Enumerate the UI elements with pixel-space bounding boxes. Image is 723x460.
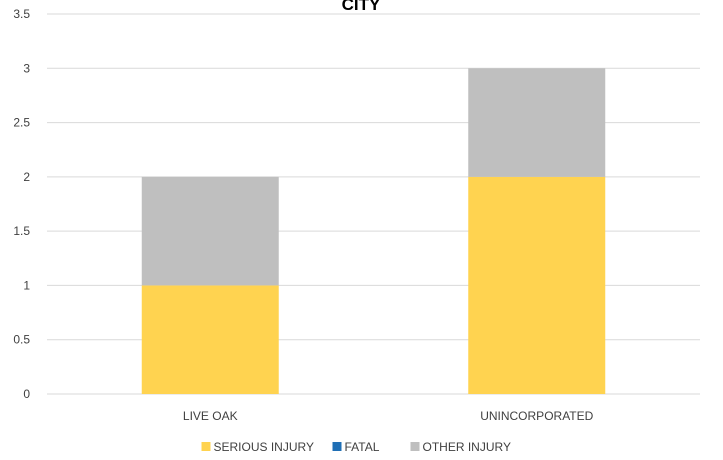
y-tick-label: 3 bbox=[23, 61, 30, 75]
legend-label: FATAL bbox=[345, 440, 380, 454]
y-tick-label: 0 bbox=[23, 387, 30, 401]
x-category-label: UNINCORPORATED bbox=[480, 409, 593, 423]
legend: SERIOUS INJURY FATAL OTHER INJURY bbox=[201, 440, 511, 454]
y-tick-label: 1 bbox=[23, 278, 30, 292]
legend-swatch-serious-injury bbox=[201, 442, 211, 451]
x-category-label: LIVE OAK bbox=[183, 409, 238, 423]
y-tick-label: 2.5 bbox=[13, 116, 30, 130]
bar-other-injury-unincorporated bbox=[468, 68, 606, 177]
y-tick-label: 3.5 bbox=[13, 7, 30, 21]
y-tick-label: 2 bbox=[23, 170, 30, 184]
y-axis-ticks: 0 0.5 1 1.5 2 2.5 3 3.5 bbox=[13, 7, 30, 401]
bar-serious-injury-unincorporated bbox=[468, 176, 606, 394]
legend-label: OTHER INJURY bbox=[423, 440, 511, 454]
legend-swatch-other-injury bbox=[410, 442, 420, 451]
bar-other-injury-live-oak bbox=[141, 176, 279, 286]
y-tick-label: 1.5 bbox=[13, 224, 30, 238]
legend-swatch-fatal bbox=[332, 442, 342, 451]
y-tick-label: 0.5 bbox=[13, 333, 30, 347]
chart-title: CITY bbox=[342, 0, 381, 14]
bar-serious-injury-live-oak bbox=[141, 285, 279, 394]
bars bbox=[141, 68, 606, 394]
x-axis-categories: LIVE OAK UNINCORPORATED bbox=[183, 409, 594, 423]
legend-label: SERIOUS INJURY bbox=[214, 440, 314, 454]
